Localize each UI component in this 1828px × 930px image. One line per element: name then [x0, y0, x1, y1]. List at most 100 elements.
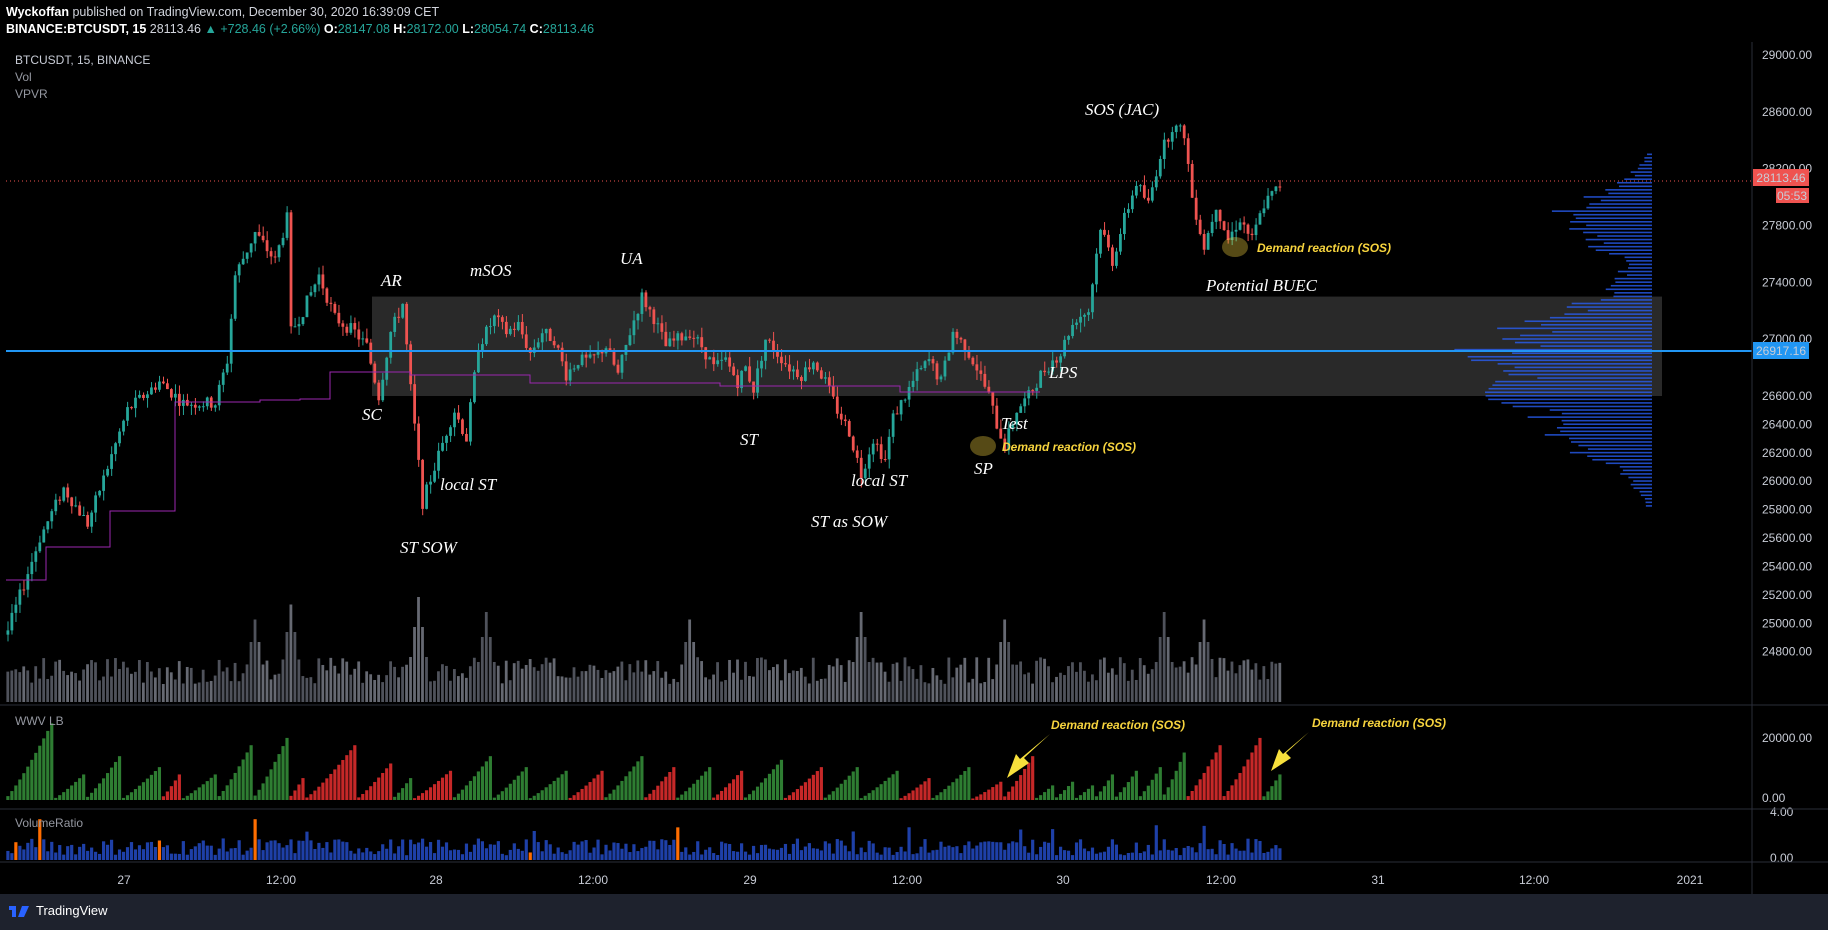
- volume-ratio-bar: [907, 827, 911, 860]
- volume-ratio-bar: [887, 847, 891, 860]
- volume-ratio-bar: [1258, 840, 1262, 860]
- volume-ratio-bar: [241, 854, 245, 860]
- wwv-bar: [133, 789, 138, 800]
- volume-bar: [90, 660, 93, 702]
- volume-bar: [1003, 619, 1007, 702]
- volume-bar: [1202, 619, 1206, 702]
- volume-ratio-bar: [1122, 855, 1126, 860]
- volume-ratio-bar: [1059, 846, 1063, 860]
- volume-bar: [823, 678, 827, 702]
- wwv-bar: [767, 773, 772, 800]
- volume-profile-bar: [1552, 331, 1652, 333]
- wwv-bar: [353, 745, 357, 800]
- candle-body: [596, 350, 600, 355]
- volume-ratio-bar: [504, 855, 508, 860]
- candle-body: [935, 363, 939, 380]
- wwv-bar: [1062, 790, 1067, 800]
- candle-body: [807, 367, 811, 370]
- wwv-bar: [14, 785, 18, 800]
- candles[interactable]: [6, 123, 1282, 642]
- wwv-bar: [564, 770, 568, 800]
- volume-ratio-bar: [165, 845, 169, 860]
- volume-ratio-bar: [1274, 845, 1278, 860]
- volume-bar: [1150, 669, 1154, 702]
- vpvr-indicator-label[interactable]: VPVR: [15, 87, 48, 101]
- volume-ratio-bar: [305, 831, 309, 860]
- volume-ratio-bar: [173, 853, 177, 860]
- wwv-bar: [548, 784, 552, 800]
- wwv-bar: [321, 782, 325, 800]
- wwv-bar: [552, 780, 556, 800]
- volume-ratio-bar: [839, 840, 843, 860]
- candle-body: [197, 406, 201, 408]
- candle-body: [38, 542, 42, 552]
- tradingview-brand[interactable]: TradingView: [8, 903, 108, 918]
- wwv-bar: [708, 767, 712, 800]
- volume-ratio-bar: [592, 847, 596, 860]
- time-tick-label: 2021: [1677, 873, 1704, 887]
- volume-ratio-bar: [1086, 851, 1091, 860]
- candle-body: [835, 396, 839, 414]
- candle-body: [449, 427, 452, 436]
- volume-profile-bar: [1502, 338, 1652, 340]
- volume-ratio-bar: [1027, 852, 1031, 860]
- volume-ratio-bar: [1154, 825, 1158, 860]
- volume-ratio-bar: [265, 842, 269, 860]
- chart-canvas[interactable]: 29000.0028600.0028200.0027800.0027400.00…: [0, 42, 1828, 894]
- candle-body: [417, 423, 420, 460]
- candle-body: [409, 344, 413, 385]
- wwv-bar: [50, 723, 54, 800]
- wwv-bar: [361, 793, 365, 800]
- ratio-indicator-label[interactable]: VolumeRatio: [15, 816, 83, 830]
- wwv-bar: [1210, 759, 1214, 800]
- vol-indicator-label[interactable]: Vol: [15, 70, 32, 84]
- volume-profile-bar: [1556, 426, 1652, 429]
- author-name[interactable]: Wyckoffan: [6, 5, 69, 19]
- price-tick-label: 27800.00: [1762, 219, 1812, 233]
- candle-body: [337, 312, 341, 324]
- candle-body: [1130, 195, 1134, 210]
- candle-body: [1111, 247, 1114, 266]
- wwv-indicator-label[interactable]: WWV LB: [15, 714, 64, 728]
- candle-body: [636, 313, 640, 321]
- volume-ratio-bar: [42, 839, 46, 860]
- volume-bar: [317, 658, 321, 702]
- volume-bar: [38, 678, 42, 702]
- volume-ratio-bar: [728, 844, 732, 860]
- wwv-bar: [1039, 795, 1043, 800]
- volume-bar: [552, 658, 556, 702]
- arrow-demand-3: [1007, 734, 1050, 778]
- volume-bar: [520, 668, 524, 702]
- candle-body: [1119, 234, 1122, 252]
- volume-bar: [341, 658, 345, 702]
- volume-ratio-bar: [995, 842, 999, 860]
- volume-bar: [1238, 665, 1242, 702]
- price-tick-label: 28600.00: [1762, 105, 1812, 119]
- wwv-bar: [1043, 792, 1047, 800]
- volume-bar: [50, 675, 54, 702]
- volume-ratio-bar: [464, 843, 469, 860]
- volume-ratio-bar: [983, 841, 987, 860]
- symbol-label[interactable]: BINANCE:BTCUSDT, 15: [6, 22, 147, 36]
- wwv-bar: [736, 775, 740, 800]
- wwv-bar: [608, 793, 612, 800]
- volume-ratio-bar: [620, 848, 624, 860]
- volume-bar: [46, 679, 50, 702]
- wwv-bar: [209, 777, 213, 800]
- wwv-bar: [18, 779, 22, 800]
- volume-ratio-bar: [975, 845, 979, 860]
- wwv-bar: [1238, 772, 1242, 800]
- candle-body: [146, 394, 149, 398]
- volume-ratio-bar: [1190, 847, 1194, 860]
- candle-body: [620, 354, 624, 373]
- volume-bar: [70, 671, 73, 702]
- wwv-bar: [381, 772, 385, 800]
- volume-ratio-bar: [827, 843, 831, 860]
- volume-ratio-bar: [1202, 825, 1206, 860]
- volume-ratio-bar: [763, 844, 768, 860]
- wwv-bar: [305, 797, 309, 800]
- volume-bar: [560, 676, 564, 702]
- volume-bar: [365, 671, 369, 702]
- candle-body: [500, 317, 504, 322]
- volume-ratio-bar: [692, 851, 696, 860]
